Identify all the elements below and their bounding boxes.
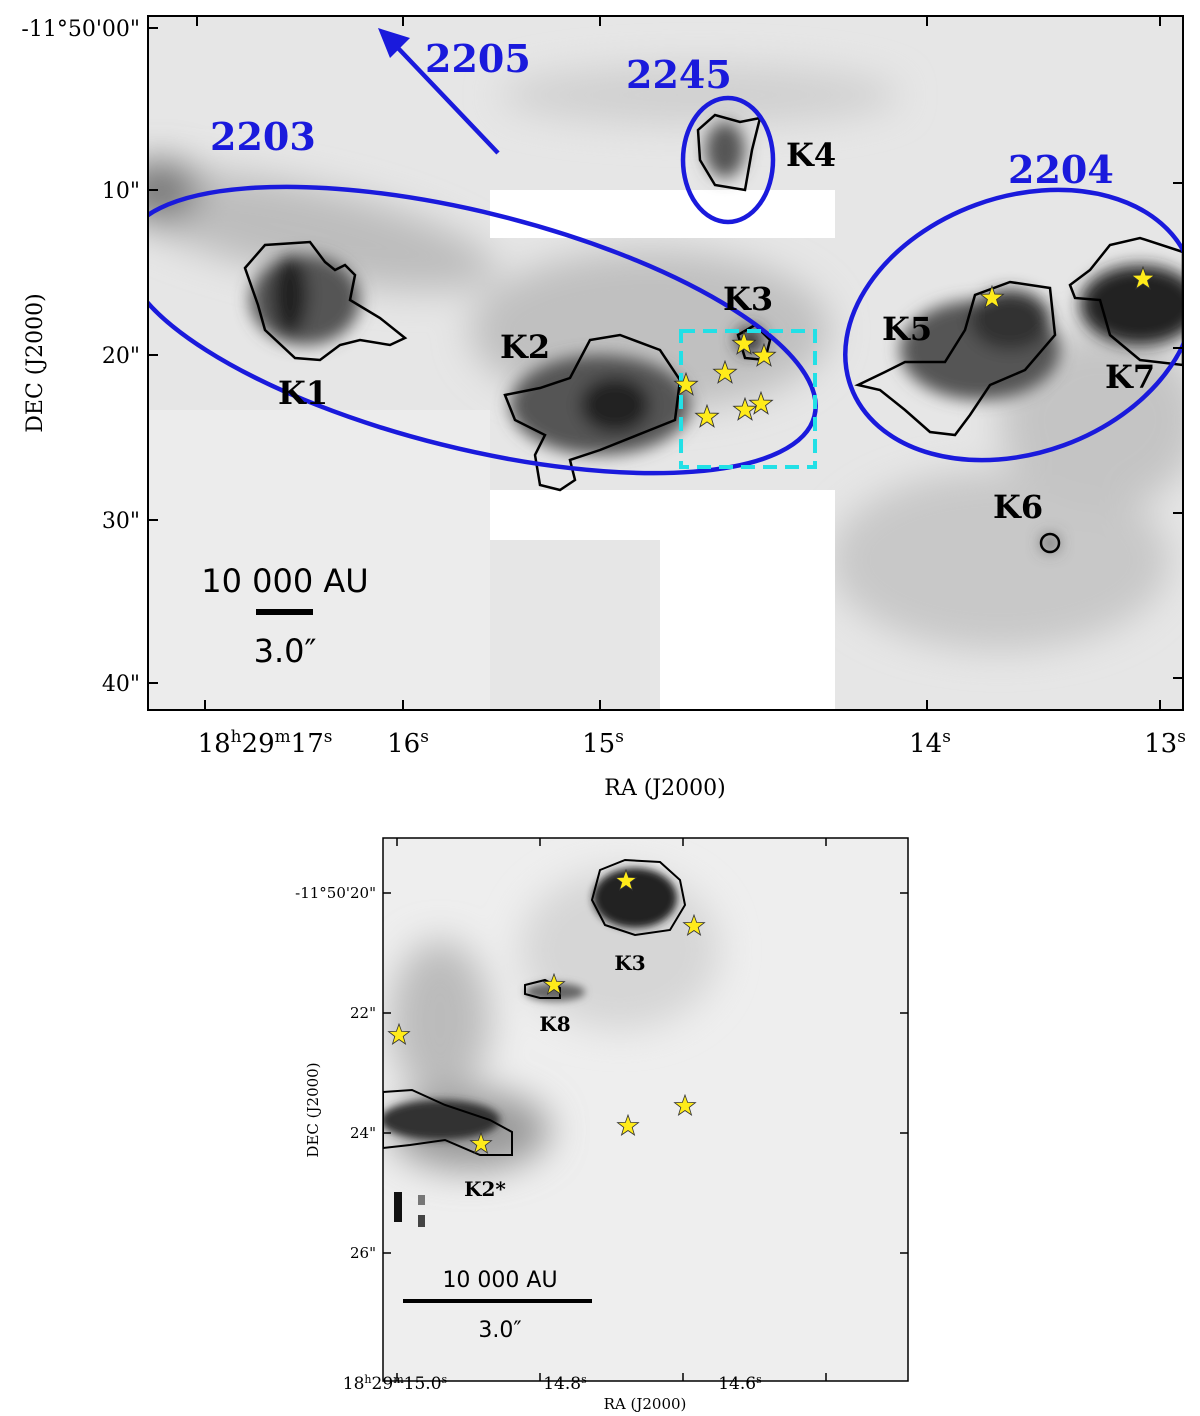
clump-label: K4 (786, 136, 836, 174)
tick-unit: s (756, 1373, 762, 1386)
region-label: 2204 (1008, 147, 1114, 192)
x-tick-label: 18h29m17s (198, 726, 333, 759)
x-tick-label: 18h29m15.0s (343, 1373, 448, 1395)
scale-label: 3.0″ (478, 1318, 521, 1343)
x-tick-label: 14s (909, 726, 951, 759)
clump-label: K5 (882, 310, 932, 348)
x-axis-label: RA (J2000) (604, 776, 725, 801)
tick-number: 14.6 (718, 1374, 756, 1394)
y-tick-label: 20" (102, 344, 140, 369)
x-tick-label: 13s (1144, 726, 1186, 759)
y-tick-label: 10" (102, 179, 140, 204)
tick-unit: s (1177, 726, 1186, 746)
region-label: 2245 (626, 52, 732, 97)
x-tick-label: 14.6s (718, 1373, 762, 1395)
y-axis-label: DEC (J2000) (304, 1062, 322, 1157)
y-tick-label: 30" (102, 509, 140, 534)
tick-number: 13 (1144, 729, 1177, 759)
tick-number: 29 (372, 1374, 394, 1394)
scale-bar (256, 609, 313, 615)
top-image (148, 16, 1183, 710)
bottom-ticks (383, 838, 908, 1381)
clump-label: K6 (993, 488, 1043, 526)
tick-number: 16 (387, 729, 420, 759)
y-axis-label: DEC (J2000) (23, 293, 48, 433)
scale-label: 3.0″ (254, 632, 317, 670)
x-tick-label: 16s (387, 726, 429, 759)
top-labels: 2205 2245 2203 2204 K1 K2 K3 K4 K5 K6 K7… (21, 17, 1185, 801)
clump-label: K7 (1105, 358, 1155, 396)
tick-unit: s (324, 726, 333, 746)
tick-unit: s (420, 726, 429, 746)
x-tick-label: 14.8s (543, 1373, 587, 1395)
bottom-image (383, 838, 908, 1381)
tick-unit: s (942, 726, 951, 746)
tick-number: 14.8 (543, 1374, 581, 1394)
top-frame (147, 15, 1184, 711)
bottom-labels: K3 K8 K2* 10 000 AU 3.0″ -11°50'20" 22" … (295, 884, 762, 1413)
clump-label: K3 (723, 280, 773, 318)
tick-number: 29 (242, 729, 275, 759)
y-tick-label: 24" (350, 1124, 376, 1142)
tick-number: 18 (198, 729, 231, 759)
tick-unit: h (364, 1373, 371, 1386)
tick-unit: s (615, 726, 624, 746)
tick-unit: m (275, 726, 291, 746)
tick-unit: m (393, 1373, 404, 1386)
clump-label: K8 (539, 1012, 570, 1036)
clump-label: K1 (278, 374, 328, 412)
tick-unit: s (442, 1373, 448, 1386)
y-tick-label: 22" (350, 1004, 376, 1022)
tick-number: 15.0 (404, 1374, 442, 1394)
y-tick-label: -11°50'00" (21, 17, 140, 42)
scale-bar (403, 1299, 592, 1303)
tick-number: 14 (909, 729, 942, 759)
bottom-frame (382, 837, 909, 1382)
clump-label: K3 (614, 951, 645, 975)
scale-label: 10 000 AU (201, 562, 368, 600)
y-tick-label: -11°50'20" (295, 884, 376, 902)
top-ticks (148, 16, 1183, 710)
tick-unit: h (231, 726, 242, 746)
tick-number: 17 (291, 729, 324, 759)
tick-unit: s (581, 1373, 587, 1386)
x-tick-label: 15s (582, 726, 624, 759)
y-tick-label: 40" (102, 672, 140, 697)
region-label: 2205 (425, 36, 531, 81)
region-label: 2203 (210, 114, 316, 159)
y-tick-label: 26" (350, 1244, 376, 1262)
clump-label: K2* (464, 1177, 506, 1201)
tick-number: 18 (343, 1374, 365, 1394)
tick-number: 15 (582, 729, 615, 759)
clump-label: K2 (500, 328, 550, 366)
x-axis-label: RA (J2000) (604, 1395, 687, 1413)
scale-label: 10 000 AU (442, 1268, 557, 1293)
